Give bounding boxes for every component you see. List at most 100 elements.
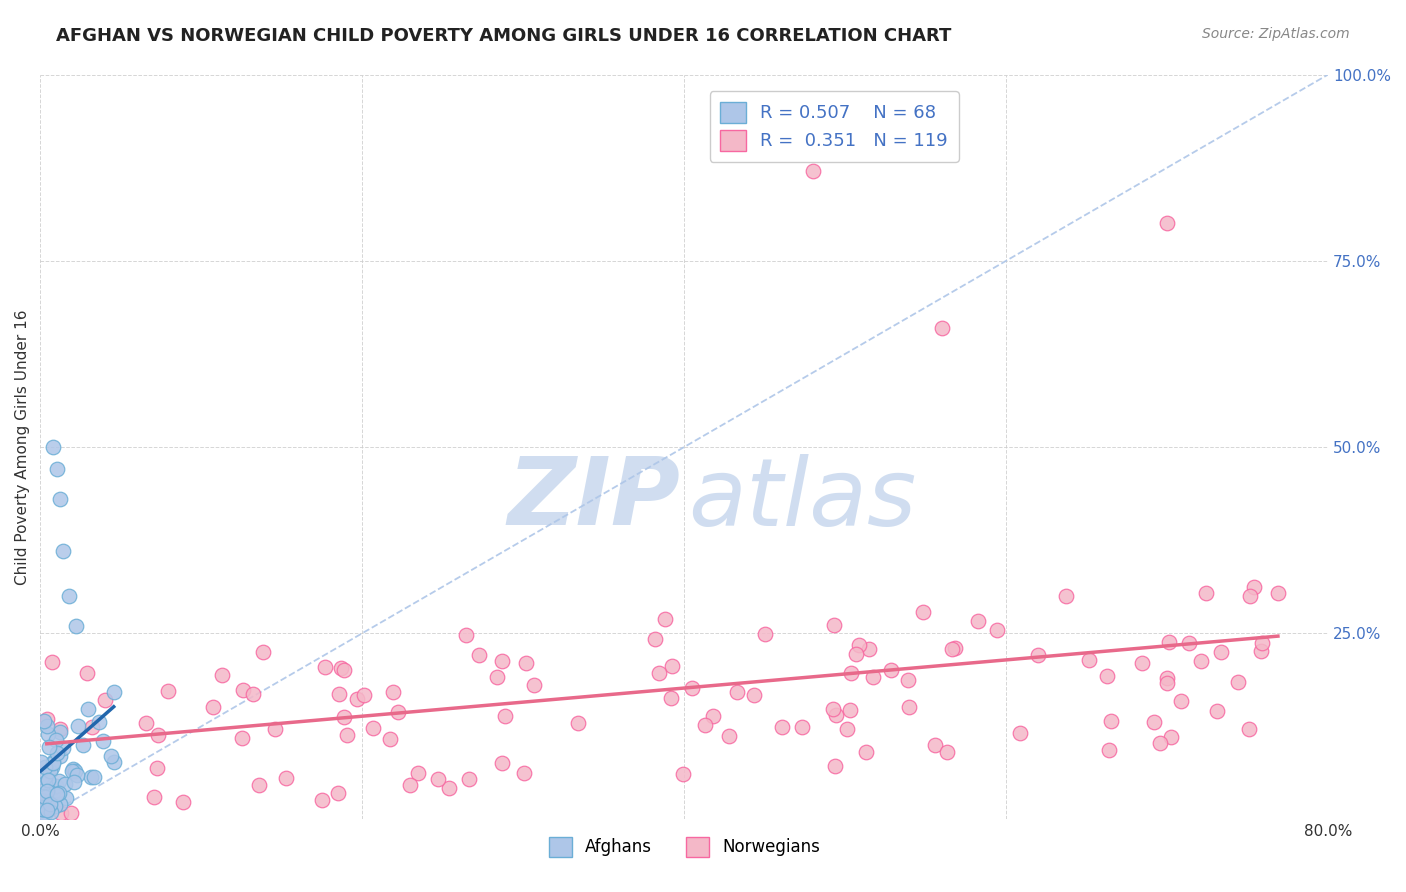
Norwegians [821,702,844,716]
Norwegians [231,731,253,746]
Norwegians [1157,634,1180,648]
Norwegians [252,645,274,659]
Norwegians [1189,654,1212,668]
Afghans [39,764,62,778]
Legend: Afghans, Norwegians: Afghans, Norwegians [541,830,827,863]
Norwegians [437,780,460,795]
Norwegians [672,766,695,780]
Afghans [34,802,56,816]
Afghans [62,762,84,776]
Afghans [31,771,53,785]
Norwegians [513,766,536,780]
Afghans [37,773,59,788]
Afghans [37,803,59,817]
Text: Source: ZipAtlas.com: Source: ZipAtlas.com [1202,27,1350,41]
Norwegians [1143,715,1166,730]
Norwegians [406,766,429,780]
Afghans [83,770,105,784]
Afghans [32,802,55,816]
Norwegians [485,670,508,684]
Norwegians [247,778,270,792]
Norwegians [567,715,589,730]
Norwegians [314,660,336,674]
Norwegians [966,615,988,629]
Norwegians [1130,656,1153,670]
Norwegians [494,708,516,723]
Afghans [48,774,70,789]
Norwegians [454,628,477,642]
Norwegians [1008,726,1031,740]
Norwegians [146,761,169,775]
Afghans [46,746,69,760]
Norwegians [35,712,58,726]
Afghans [103,756,125,770]
Norwegians [1250,643,1272,657]
Afghans [76,702,98,716]
Afghans [44,799,66,814]
Afghans [45,787,67,801]
Norwegians [644,632,666,647]
Norwegians [1156,671,1178,685]
Text: atlas: atlas [688,454,917,545]
Afghans [79,770,101,784]
Norwegians [943,640,966,655]
Norwegians [1149,736,1171,750]
Afghans [38,740,60,755]
Afghans [34,807,56,822]
Norwegians [333,664,356,678]
Norwegians [695,718,717,732]
Norwegians [862,670,884,684]
Norwegians [924,738,946,752]
Norwegians [263,722,285,736]
Norwegians [94,693,117,707]
Norwegians [754,627,776,641]
Afghans [100,748,122,763]
Norwegians [941,642,963,657]
Norwegians [333,710,356,724]
Afghans [39,805,62,819]
Norwegians [823,617,845,632]
Afghans [31,802,53,816]
Norwegians [770,720,793,734]
Norwegians [156,683,179,698]
Afghans [37,794,59,808]
Afghans [66,767,89,781]
Afghans [30,755,52,769]
Norwegians [330,661,353,675]
Afghans [66,719,89,733]
Norwegians [328,688,350,702]
Norwegians [59,806,82,821]
Norwegians [311,792,333,806]
Norwegians [80,720,103,734]
Norwegians [146,728,169,742]
Norwegians [1251,636,1274,650]
Norwegians [897,673,920,688]
Norwegians [1078,653,1101,667]
Norwegians [76,665,98,680]
Afghans [30,800,52,814]
Norwegians [1156,676,1178,690]
Norwegians [742,688,765,702]
Norwegians [353,688,375,702]
Norwegians [790,720,813,734]
Norwegians [468,648,491,663]
Afghans [91,733,114,747]
Afghans [41,756,63,771]
Norwegians [491,653,513,667]
Norwegians [855,746,877,760]
Afghans [30,797,52,812]
Afghans [45,788,67,802]
Text: AFGHAN VS NORWEGIAN CHILD POVERTY AMONG GIRLS UNDER 16 CORRELATION CHART: AFGHAN VS NORWEGIAN CHILD POVERTY AMONG … [56,27,952,45]
Norwegians [202,699,225,714]
Norwegians [858,642,880,657]
Afghans [44,779,66,793]
Norwegians [142,790,165,805]
Norwegians [1239,590,1261,604]
Afghans [37,803,59,817]
Afghans [52,740,75,755]
Afghans [45,462,67,476]
Norwegians [835,722,858,736]
Afghans [65,619,87,633]
Norwegians [51,806,73,821]
Afghans [31,810,53,824]
